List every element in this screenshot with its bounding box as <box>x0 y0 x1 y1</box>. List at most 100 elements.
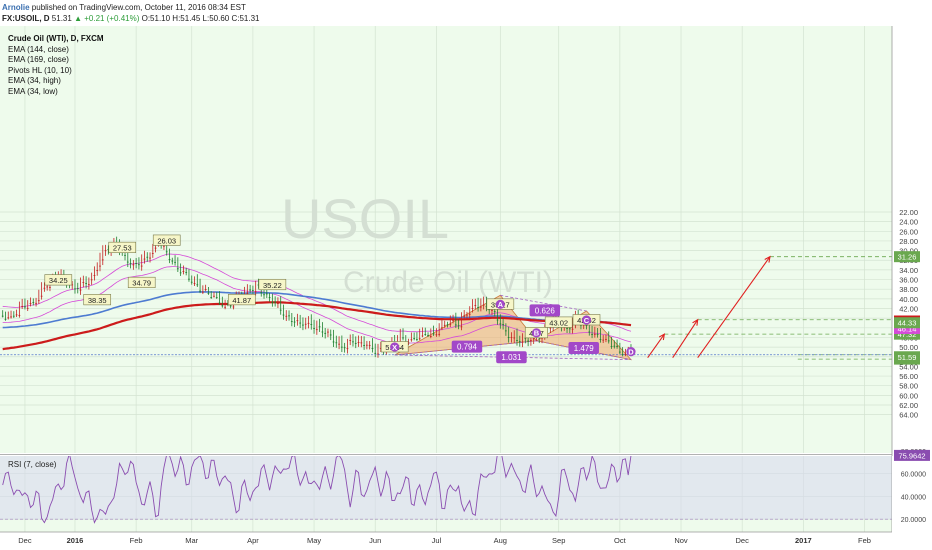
time-scale[interactable] <box>0 532 932 550</box>
rsi-value-bg <box>894 449 930 461</box>
candle-body <box>229 305 232 307</box>
candle-body <box>90 279 93 281</box>
candle <box>221 296 224 308</box>
candle-body <box>374 352 377 354</box>
candle-body <box>340 346 343 348</box>
candle-body <box>40 295 43 297</box>
candle-body <box>163 245 165 247</box>
candle-body <box>343 347 346 349</box>
candle <box>438 323 441 337</box>
candle-body <box>135 263 138 264</box>
candle <box>313 319 315 334</box>
candle-body <box>268 297 271 298</box>
price-tick-label: 40.00 <box>899 295 918 304</box>
ratio-badge-text: 0.626 <box>535 306 556 315</box>
price-tick-label: 42.00 <box>899 304 918 313</box>
ratio-badge-text: 1.031 <box>501 353 522 362</box>
time-tick-label: Sep <box>552 536 565 545</box>
candle <box>624 348 627 357</box>
ratio-badge: 0.794 <box>451 340 483 353</box>
candle-body <box>616 346 618 347</box>
legend-ema-144[interactable]: EMA (144, close) <box>8 44 69 54</box>
candle-body <box>26 307 29 309</box>
rsi-tick-label: 20.0000 <box>901 517 926 524</box>
candle-body <box>607 340 610 342</box>
legend-ema-34-high[interactable]: EMA (34, high) <box>8 76 61 85</box>
price-tick-label: 58.00 <box>899 382 918 391</box>
candle <box>1 310 4 318</box>
candle <box>171 257 174 265</box>
candle-body <box>618 351 621 353</box>
pivot-label-bg <box>227 294 256 306</box>
time-tick-label: May <box>307 536 321 545</box>
candle <box>18 301 21 318</box>
legend-title[interactable]: Crude Oil (WTI), D, FXCM <box>8 34 104 43</box>
legend-pivots[interactable]: Pivots HL (10, 10) <box>8 65 72 75</box>
candle-body <box>502 324 504 326</box>
legend-ema-34-low[interactable]: EMA (34, low) <box>8 86 58 96</box>
candle-body <box>171 260 174 262</box>
legend-ema-169[interactable]: EMA (169, close) <box>8 55 69 64</box>
ratio-line-bd <box>536 340 632 361</box>
candle <box>185 267 188 276</box>
candle-body <box>277 303 279 304</box>
ratio-badge-text: 0.794 <box>457 343 478 352</box>
candle-body <box>429 336 432 337</box>
rsi-scale[interactable] <box>892 456 932 532</box>
candle-body <box>432 333 435 335</box>
candle <box>182 265 185 275</box>
ratio-badge: 1.479 <box>568 342 599 355</box>
candle <box>263 288 265 299</box>
time-tick-label: Dec <box>736 536 750 545</box>
candle-body <box>190 281 193 283</box>
candle-body <box>446 324 449 326</box>
candle-body <box>282 314 285 316</box>
candle-body <box>46 286 49 288</box>
candle <box>432 325 435 336</box>
ratio-badge-text: 1.479 <box>574 344 595 353</box>
candle-body <box>379 348 382 349</box>
candle <box>496 306 499 325</box>
candle <box>207 286 210 295</box>
rsi-line <box>2 456 632 524</box>
candle <box>307 316 310 329</box>
candle <box>504 323 507 336</box>
candle-body <box>85 283 87 284</box>
watermark-symbol: USOIL <box>281 187 449 250</box>
candle-body <box>37 300 40 302</box>
candle-body <box>4 318 7 320</box>
candle <box>201 285 204 295</box>
candle-body <box>271 301 274 303</box>
candle-body <box>96 270 99 272</box>
target-arrow-head <box>692 318 699 326</box>
price-scale[interactable] <box>892 26 932 453</box>
time-tick-label: Oct <box>614 536 627 545</box>
time-tick-label: Dec <box>18 536 32 545</box>
candle <box>410 332 413 342</box>
candle <box>421 327 424 338</box>
candle <box>193 276 196 286</box>
pivot-label-bg <box>127 276 156 289</box>
candle-body <box>329 334 332 336</box>
candle-body <box>196 284 199 286</box>
candle-body <box>313 328 315 329</box>
author-link[interactable]: Arnolie <box>2 3 30 12</box>
candle-body <box>368 344 371 346</box>
candle <box>82 275 85 288</box>
symbol[interactable]: FX:USOIL, D <box>2 14 50 23</box>
pivot-label: 35.22 <box>263 281 282 290</box>
candle-body <box>532 338 535 340</box>
rsi-value-tag: 75.9642 <box>898 451 925 460</box>
last-price: 51.31 <box>51 14 72 23</box>
candle-body <box>302 324 304 326</box>
candle <box>12 311 15 319</box>
candle <box>168 248 171 264</box>
rsi-title: RSI (7, close) <box>8 460 57 469</box>
candle <box>79 277 82 295</box>
time-tick-label: Jul <box>432 536 442 545</box>
candle-body <box>151 253 154 254</box>
candle <box>329 329 332 341</box>
candle-body <box>176 268 179 270</box>
